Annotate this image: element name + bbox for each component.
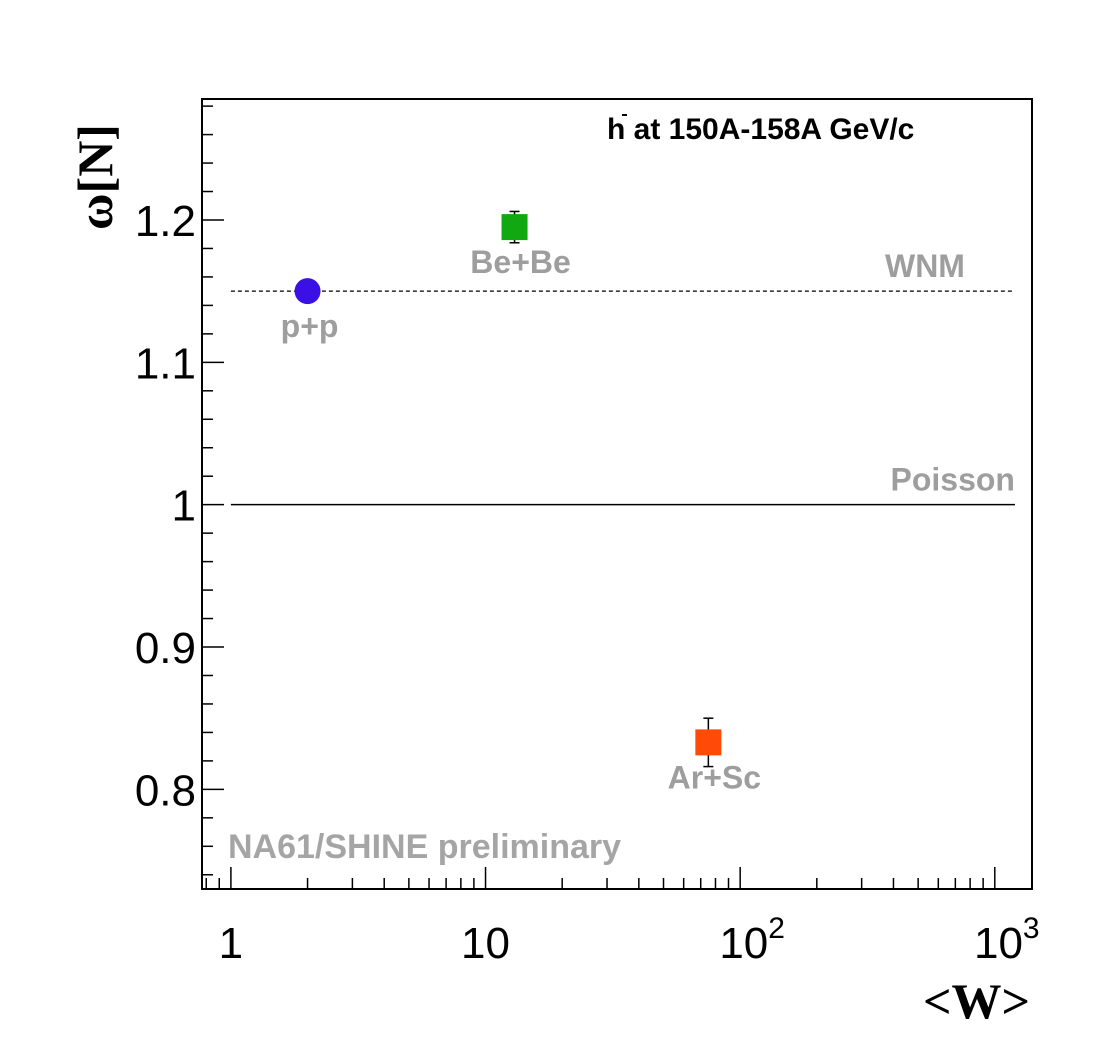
y-tick-label: 1	[172, 482, 196, 531]
reference-lines: WNM Poisson	[230, 248, 1015, 506]
y-tick-label: 0.8	[135, 766, 196, 815]
y-tick-label: 1.2	[135, 197, 196, 246]
plot-frame	[201, 98, 1033, 890]
x-tick-exponent: 3	[1023, 912, 1040, 945]
reference-line-label: WNM	[885, 248, 965, 284]
data-points: p+p Be+Be Ar+Sc	[281, 210, 761, 795]
chart-title: h at 150A-158A GeV/c	[607, 113, 914, 146]
x-tick-base: 10	[974, 919, 1023, 968]
chart-title-main: h	[607, 113, 625, 146]
data-point-marker	[695, 729, 722, 756]
x-tick-label: 103	[974, 912, 1040, 968]
data-point-marker	[294, 278, 321, 305]
x-axis-title: <W>	[923, 973, 1030, 1029]
y-tick-label: 0.9	[135, 624, 196, 673]
watermark-label: NA61/SHINE preliminary	[228, 828, 621, 866]
x-tick-label: 1	[219, 919, 243, 968]
y-tick-label: 1.1	[135, 339, 196, 388]
tick-labels: 0.80.911.11.21 10 102 103	[135, 197, 1040, 968]
x-tick-label: 10	[461, 919, 510, 968]
x-tick-base: 1	[219, 919, 243, 968]
chart-title-rest: at 150A-158A GeV/c	[625, 113, 914, 146]
x-tick-base: 10	[461, 919, 510, 968]
y-axis-title: ω[N]	[67, 124, 123, 230]
x-tick-base: 10	[719, 919, 768, 968]
x-tick-label: 102	[719, 912, 785, 968]
data-point-label: Ar+Sc	[668, 759, 761, 795]
axis-ticks	[202, 105, 996, 889]
x-tick-exponent: 2	[768, 912, 785, 945]
data-point-marker	[501, 214, 528, 241]
data-point-label: p+p	[281, 308, 339, 344]
data-point-label: Be+Be	[470, 244, 571, 280]
reference-line-label: Poisson	[890, 462, 1014, 498]
